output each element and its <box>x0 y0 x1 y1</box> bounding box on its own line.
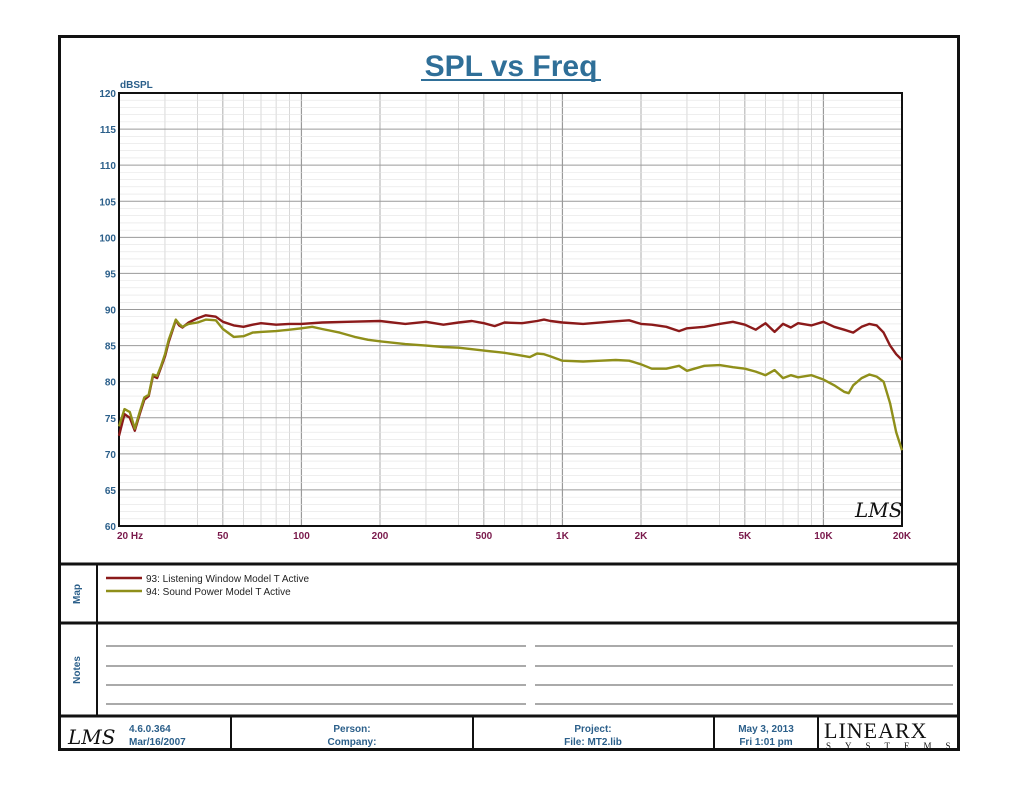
legend-entry: 94: Sound Power Model T Active <box>146 587 291 598</box>
x-tick-label: 2K <box>635 531 649 542</box>
footer-project: Project: <box>574 724 611 735</box>
footer-file: File: MT2.lib <box>564 737 622 748</box>
y-tick-label: 100 <box>99 233 116 244</box>
footer-person: Person: <box>333 724 370 735</box>
footer-brand: LINEARX <box>824 718 928 743</box>
footer-build-date: Mar/16/2007 <box>129 737 186 748</box>
footer-brand-sub: SYSTEMS <box>826 741 965 751</box>
map-label: Map <box>72 584 83 604</box>
x-tick-label: 100 <box>293 531 310 542</box>
x-tick-labels: 20 Hz 50 100 200 500 1K 2K 5K 10K 20K <box>117 531 912 542</box>
x-tick-label: 20K <box>893 531 912 542</box>
y-tick-label: 105 <box>99 197 116 208</box>
series-line-2 <box>117 318 904 451</box>
x-tick-label: 200 <box>372 531 389 542</box>
plot-frame <box>58 35 960 751</box>
notes-lines <box>106 645 953 705</box>
x-tick-label: 1K <box>556 531 570 542</box>
y-tick-label: 115 <box>100 125 117 136</box>
y-tick-label: 60 <box>105 522 117 533</box>
y-tick-label: 110 <box>100 161 117 172</box>
y-tick-label: 75 <box>105 414 117 425</box>
x-tick-label: 10K <box>814 531 833 542</box>
legend: 93: Listening Window Model T Active 94: S… <box>106 574 309 598</box>
plot-area-border <box>118 92 903 527</box>
notes-label: Notes <box>72 656 83 684</box>
x-tick-label: 50 <box>217 531 229 542</box>
chart-title: SPL vs Freq <box>425 50 598 83</box>
x-tick-label: 20 Hz <box>117 531 143 542</box>
y-tick-label: 95 <box>105 269 117 280</box>
y-tick-label: 85 <box>105 342 117 353</box>
legend-entry: 93: Listening Window Model T Active <box>146 574 309 585</box>
y-tick-label: 65 <box>105 486 117 497</box>
footer-version: 4.6.0.364 <box>129 724 171 735</box>
y-tick-label: 80 <box>105 378 117 389</box>
y-axis-label: dBSPL <box>120 80 153 91</box>
series-group <box>117 314 904 451</box>
footer-time: Fri 1:01 pm <box>739 737 792 748</box>
y-tick-label: 120 <box>99 89 116 100</box>
y-tick-labels: 60 65 70 75 80 85 90 95 100 105 110 115 120 <box>99 89 116 533</box>
x-tick-label: 500 <box>476 531 493 542</box>
footer-company: Company: <box>328 737 377 748</box>
grid <box>118 92 903 527</box>
y-tick-label: 70 <box>105 450 117 461</box>
footer-date: May 3, 2013 <box>738 724 794 735</box>
lms-watermark: LMS <box>854 498 902 522</box>
y-tick-label: 90 <box>105 306 117 317</box>
footer-lms-logo: LMS <box>67 725 115 749</box>
x-tick-label: 5K <box>738 531 752 542</box>
